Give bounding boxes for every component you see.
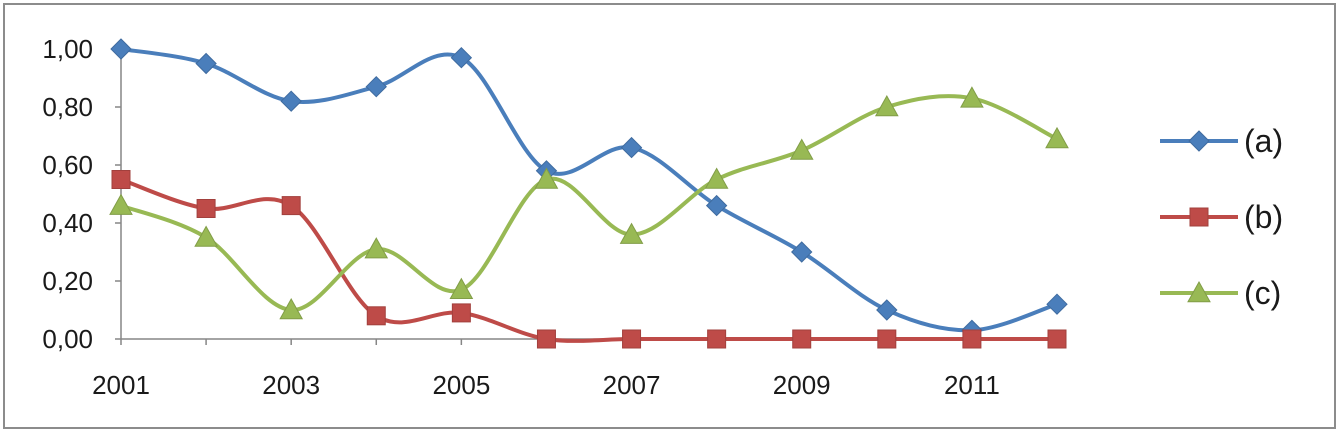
series-3-point [1045, 126, 1069, 149]
series-3-point [109, 193, 133, 215]
series-2-point [792, 329, 812, 349]
series-1-point [620, 136, 643, 159]
legend-label-3: (c) [1244, 275, 1281, 311]
x-tick-label: 2005 [432, 370, 490, 400]
series-2-point [962, 329, 982, 349]
legend-label-2: (b) [1244, 199, 1283, 235]
series-2-point [196, 199, 216, 218]
series-2-point [451, 303, 471, 323]
series-1-point [365, 75, 387, 98]
series-3-point [364, 237, 389, 259]
series-1-point [1046, 293, 1068, 315]
x-tick-label: 2001 [92, 370, 150, 400]
x-tick-label: 2007 [603, 370, 661, 400]
series-3-point [874, 94, 899, 117]
x-tick-label: 2009 [773, 370, 831, 400]
series-2-point [707, 329, 727, 349]
series-3-point [449, 277, 474, 299]
series-1-point [791, 241, 813, 263]
series-2-point [281, 196, 301, 216]
series-3-point [789, 138, 814, 160]
legend-marker-1 [1188, 130, 1210, 152]
x-tick-label: 2011 [944, 370, 1000, 400]
series-3-point [960, 86, 984, 108]
y-tick-label: 1,00 [42, 34, 93, 64]
series-1-point [705, 194, 728, 217]
y-tick-label: 0,20 [42, 266, 93, 296]
series-2-point [111, 170, 131, 189]
y-tick-label: 0,60 [42, 150, 93, 180]
series-1-point [876, 299, 898, 321]
series-3-point [279, 297, 304, 320]
x-tick-label: 2003 [262, 370, 320, 400]
legend-marker-2 [1189, 207, 1209, 227]
series-3-point [704, 167, 729, 189]
y-tick-label: 0,40 [42, 208, 93, 238]
legend-marker-3 [1187, 280, 1211, 303]
series-2-point [622, 329, 642, 349]
series-1-point [195, 52, 217, 75]
series-3-point [194, 225, 218, 247]
legend: (a) (b) (c) [1160, 123, 1283, 311]
series-1-point [450, 46, 473, 69]
series-2-point [877, 329, 897, 349]
series-1-point [280, 90, 302, 112]
series-3-point [534, 167, 559, 189]
series-3-point [619, 222, 644, 244]
series-layer [109, 38, 1069, 349]
axes: 0,00 0,20 0,40 0,60 0,80 1,00 2001 2003 2005 2007… [42, 34, 1058, 400]
series-2-point [1047, 329, 1067, 349]
y-tick-label: 0,80 [42, 92, 93, 122]
series-1-point [110, 38, 132, 60]
series-2-point [366, 306, 386, 326]
legend-label-1: (a) [1244, 123, 1283, 159]
y-tick-label: 0,00 [42, 324, 93, 354]
series-2-point [536, 329, 556, 349]
